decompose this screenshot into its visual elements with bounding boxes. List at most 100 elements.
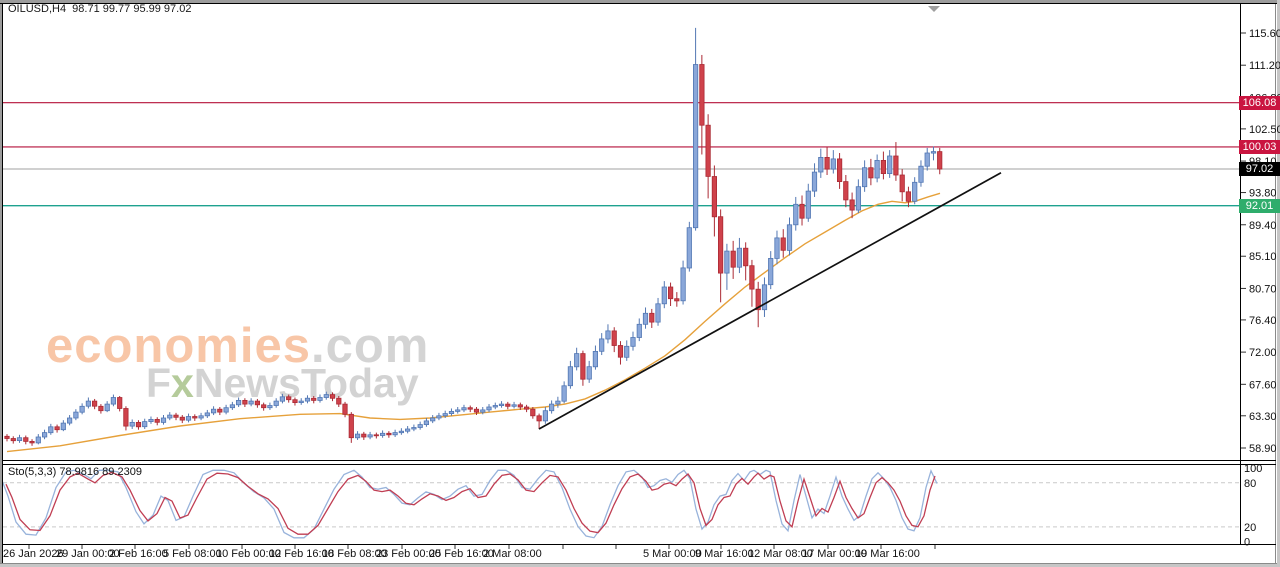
candle: [361, 433, 367, 438]
candle: [392, 432, 398, 436]
candle: [123, 408, 129, 427]
moving-average-line[interactable]: [6, 192, 941, 453]
candle: [448, 410, 455, 414]
candle: [567, 366, 574, 387]
candle: [586, 366, 592, 380]
stochastic-pane[interactable]: [3, 464, 1240, 544]
candle: [880, 159, 887, 174]
candle: [668, 286, 674, 300]
price-axis-label: 58.90: [1249, 443, 1277, 455]
candle: [918, 165, 924, 183]
date-label: 23 Feb 00:00: [376, 548, 441, 560]
shift-marker-icon[interactable]: [928, 6, 940, 12]
date-label: 5 Mar 00:00: [643, 548, 702, 560]
indicator-layer: [1, 468, 1240, 539]
candle: [455, 409, 461, 412]
sto-axis-label: 100: [1244, 463, 1262, 475]
candles-layer: [4, 27, 943, 446]
price-axis-label: 67.60: [1249, 379, 1277, 391]
date-label: 29 Jan 00:00: [56, 548, 120, 560]
candle: [805, 190, 811, 219]
trendline[interactable]: [538, 172, 1002, 430]
date-label: 26 Jan 2026: [3, 548, 64, 560]
candle: [79, 405, 85, 413]
candle: [743, 247, 749, 267]
candle: [16, 437, 23, 442]
price-axis-label: 63.30: [1249, 411, 1277, 423]
candle: [849, 199, 855, 211]
candle: [467, 407, 473, 410]
date-label: 9 Mar 16:00: [695, 548, 754, 560]
candle: [267, 405, 273, 409]
candle: [379, 432, 386, 436]
candle: [811, 171, 818, 192]
candle: [761, 284, 768, 311]
candle: [592, 350, 599, 368]
price-axis-label: 93.80: [1249, 188, 1277, 200]
candle: [261, 404, 267, 409]
candle: [930, 151, 937, 154]
candle: [536, 415, 542, 422]
candle: [642, 312, 649, 325]
candle: [636, 323, 642, 338]
candle: [630, 337, 636, 347]
candle: [179, 416, 185, 421]
price-lines-layer: [3, 102, 1240, 207]
candle: [680, 267, 686, 302]
candle: [148, 418, 154, 422]
candle: [242, 399, 248, 405]
main-chart-pane[interactable]: [3, 4, 1240, 460]
date-label: 25 Feb 16:00: [429, 548, 494, 560]
watermark-x: x: [171, 360, 194, 406]
candle: [799, 203, 805, 219]
candle: [887, 155, 893, 175]
candle: [411, 427, 417, 430]
candle: [674, 298, 680, 302]
candle: [912, 181, 918, 202]
candle: [843, 181, 849, 201]
date-label: 18 Feb 08:00: [322, 548, 387, 560]
candle: [661, 286, 667, 305]
candle: [235, 399, 242, 406]
candle: [192, 416, 198, 419]
candle: [223, 407, 229, 413]
candle: [899, 174, 905, 193]
sto-axis-label: 80: [1244, 478, 1256, 490]
candle: [248, 400, 254, 405]
candle: [699, 64, 705, 126]
candle: [837, 158, 843, 182]
candle: [505, 403, 511, 407]
candle: [824, 156, 830, 170]
candle: [336, 397, 342, 405]
candle: [85, 400, 91, 407]
candle: [611, 330, 617, 346]
candle: [367, 434, 373, 438]
candle: [286, 396, 292, 401]
candle: [693, 64, 699, 229]
candle: [793, 203, 799, 226]
candle: [486, 406, 492, 411]
candle: [549, 403, 555, 412]
candle: [461, 407, 467, 411]
candle: [430, 417, 436, 422]
candle: [768, 257, 774, 286]
candle: [217, 408, 223, 413]
candle: [655, 303, 661, 323]
candle: [35, 436, 41, 444]
time-axis[interactable]: [3, 545, 1237, 563]
candle: [273, 400, 279, 406]
date-label: 5 Feb 08:00: [163, 548, 222, 560]
candle: [442, 413, 448, 417]
candle: [210, 408, 217, 414]
candle: [749, 265, 755, 290]
candle: [67, 417, 73, 424]
price-axis[interactable]: [1241, 4, 1277, 544]
candle: [342, 403, 348, 415]
candle: [736, 247, 743, 268]
candle: [599, 338, 605, 352]
candle: [649, 312, 655, 323]
candle: [905, 191, 912, 202]
date-label: 19 Mar 16:00: [855, 548, 920, 560]
